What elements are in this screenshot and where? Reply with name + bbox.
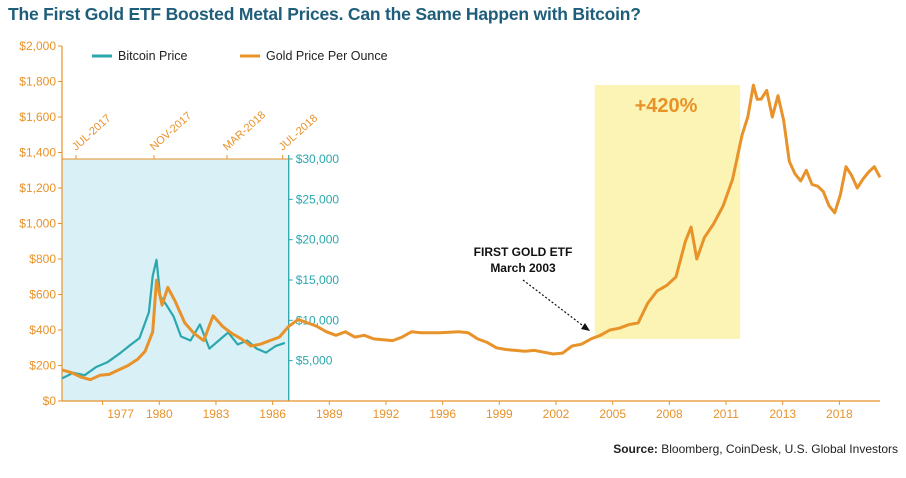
left-tick-label: $2,000 <box>19 39 56 53</box>
right-tick-label: $20,000 <box>296 233 340 247</box>
source-note: Source: Bloomberg, CoinDesk, U.S. Global… <box>613 442 898 456</box>
right-tick-label: $15,000 <box>296 273 340 287</box>
left-tick-label: $400 <box>29 323 56 337</box>
legend-bitcoin-label: Bitcoin Price <box>118 49 188 63</box>
source-label: Source: <box>613 442 658 456</box>
first-gold-etf-annotation: FIRST GOLD ETF <box>474 245 573 259</box>
chart-title: The First Gold ETF Boosted Metal Prices.… <box>8 4 641 24</box>
bottom-tick-label: 1977 <box>107 407 134 421</box>
legend: Bitcoin Price Gold Price Per Ounce <box>92 49 388 63</box>
bottom-tick-label: 2002 <box>543 407 570 421</box>
left-tick-label: $1,000 <box>19 217 56 231</box>
top-tick-label: JUL-2017 <box>70 112 113 153</box>
left-tick-label: $200 <box>29 359 56 373</box>
gold-etf-highlight-zone <box>594 85 741 339</box>
right-tick-label: $5,000 <box>296 354 333 368</box>
bottom-tick-label: 1980 <box>146 407 173 421</box>
top-axis-ticks: JUL-2017 NOV-2017 MAR-2018 JUL-2018 <box>62 109 320 160</box>
left-axis-ticks: $0 $200 $400 $600 $800 $1,000 $1,200 $1,400 $1,6… <box>19 39 62 408</box>
bottom-tick-label: 1992 <box>373 407 400 421</box>
left-tick-label: $1,800 <box>19 75 56 89</box>
bottom-tick-label: 2018 <box>826 407 853 421</box>
left-tick-label: $600 <box>29 288 56 302</box>
etf-arrow-head <box>581 323 590 331</box>
bottom-tick-label: 2011 <box>713 407 739 421</box>
top-tick-label: MAR-2018 <box>221 109 268 153</box>
legend-gold-label: Gold Price Per Ounce <box>266 49 388 63</box>
bottom-tick-label: 2005 <box>599 407 626 421</box>
gold-price-series-line <box>61 83 882 382</box>
gain-percent-annotation: +420% <box>635 95 698 117</box>
bottom-tick-label: 1983 <box>203 407 230 421</box>
left-tick-label: $1,200 <box>19 181 56 195</box>
top-tick-label: JUL-2018 <box>277 112 320 153</box>
source-text: Bloomberg, CoinDesk, U.S. Global Investo… <box>657 442 898 456</box>
bitcoin-panel <box>61 158 290 402</box>
bottom-tick-label: 1989 <box>316 407 343 421</box>
right-tick-label: $25,000 <box>296 192 340 206</box>
bottom-tick-label: 2008 <box>656 407 683 421</box>
top-tick-label: NOV-2017 <box>148 110 194 153</box>
right-tick-label: $30,000 <box>296 152 340 166</box>
right-axis-ticks: $5,000$10,000$15,000$20,000$25,000$30,00… <box>288 152 340 401</box>
bottom-tick-label: 1996 <box>429 407 456 421</box>
bottom-tick-label: 1986 <box>259 407 286 421</box>
bottom-tick-label: 2013 <box>769 407 796 421</box>
etf-arrow-line <box>522 279 587 329</box>
march-2003-annotation: March 2003 <box>490 261 556 275</box>
bottom-tick-label: 1999 <box>486 407 513 421</box>
bottom-axis-ticks: 1977 1980 1983 1986 1989 1992 1996 1999 2002 2005… <box>102 401 853 421</box>
left-tick-label: $1,600 <box>19 110 56 124</box>
left-tick-label: $1,400 <box>19 146 56 160</box>
left-tick-label: $800 <box>29 252 56 266</box>
left-tick-label: $0 <box>43 394 57 408</box>
